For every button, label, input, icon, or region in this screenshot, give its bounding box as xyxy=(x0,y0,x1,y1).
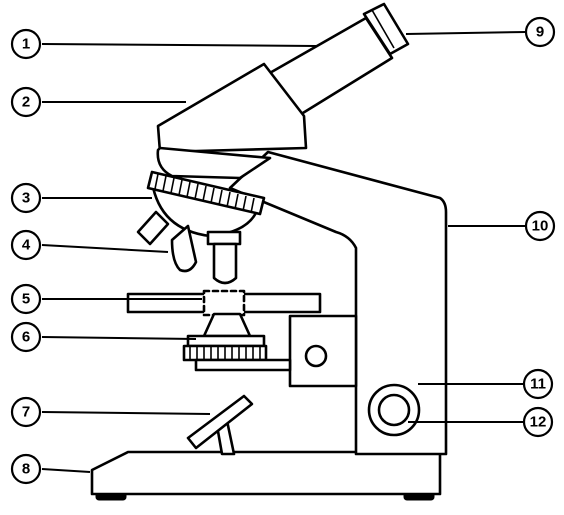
callout-9-label: 9 xyxy=(536,24,544,41)
leader-1 xyxy=(41,43,317,47)
callout-8: 8 xyxy=(10,453,42,485)
callout-1: 1 xyxy=(10,28,42,60)
callout-8-label: 8 xyxy=(22,461,30,478)
callout-12: 12 xyxy=(522,406,554,438)
condenser-knurl xyxy=(189,346,261,360)
arm xyxy=(228,150,448,456)
callout-3-label: 3 xyxy=(22,190,30,207)
objective-lenses xyxy=(136,210,242,285)
condenser-collar xyxy=(186,334,266,348)
nosepiece-knurl xyxy=(154,173,255,214)
leader-8 xyxy=(41,468,91,473)
callout-10-label: 10 xyxy=(532,218,549,235)
fine-focus-knob xyxy=(377,393,411,427)
callout-4-label: 4 xyxy=(22,237,31,254)
callout-11: 11 xyxy=(522,368,554,400)
callout-6: 6 xyxy=(10,321,42,353)
condenser-lens xyxy=(202,312,252,338)
callout-5-label: 5 xyxy=(22,291,30,308)
objective-lens-main-collar xyxy=(206,230,242,246)
leader-4 xyxy=(41,244,169,253)
callout-2: 2 xyxy=(10,86,42,118)
stage-knob xyxy=(304,344,328,368)
slide-aperture xyxy=(202,289,246,317)
callout-11-label: 11 xyxy=(530,376,546,393)
callout-10: 10 xyxy=(524,210,556,242)
callout-1-label: 1 xyxy=(22,36,30,53)
base-body xyxy=(90,450,442,496)
leader-7 xyxy=(41,411,211,415)
callout-6-label: 6 xyxy=(22,329,30,346)
leader-lines xyxy=(41,31,527,473)
callout-5: 5 xyxy=(10,283,42,315)
objective-lens-left xyxy=(136,210,170,246)
objective-lens-main xyxy=(212,242,238,285)
leader-9 xyxy=(405,31,527,35)
objective-lens-middle xyxy=(170,224,198,273)
callout-2-label: 2 xyxy=(22,94,30,111)
nosepiece xyxy=(146,170,266,238)
focus-knobs xyxy=(367,383,421,437)
head-lower xyxy=(156,146,272,180)
callout-3: 3 xyxy=(10,182,42,214)
callout-7: 7 xyxy=(10,396,42,428)
callout-4: 4 xyxy=(10,229,42,261)
mirror xyxy=(186,394,254,456)
callout-12-label: 12 xyxy=(530,414,547,431)
nosepiece-ring xyxy=(146,170,266,216)
condenser xyxy=(182,312,292,372)
leader-6 xyxy=(41,336,197,340)
condenser-support xyxy=(194,358,292,372)
eyepiece-rim-line xyxy=(371,9,395,49)
base xyxy=(90,450,442,501)
mirror-plate xyxy=(186,394,254,450)
callout-7-label: 7 xyxy=(22,404,30,421)
callout-9: 9 xyxy=(524,16,556,48)
stage xyxy=(126,289,322,317)
